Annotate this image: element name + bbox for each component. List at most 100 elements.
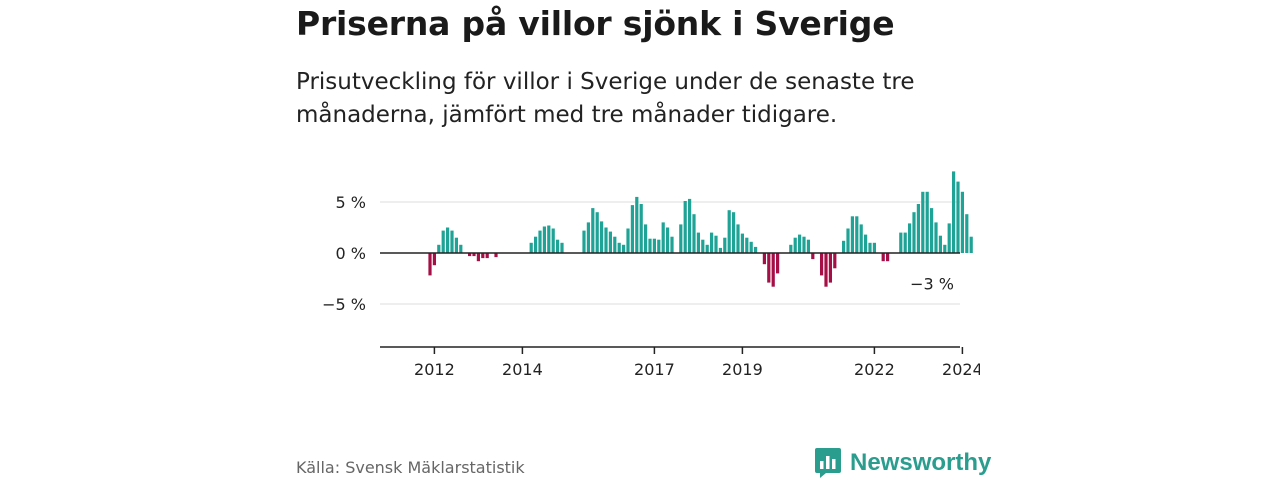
- bar: [639, 204, 643, 253]
- bar: [679, 224, 683, 253]
- bar: [459, 244, 463, 253]
- bar: [943, 244, 947, 253]
- bar: [657, 239, 661, 253]
- bar: [969, 236, 973, 253]
- brand-name: Newsworthy: [850, 449, 992, 476]
- bar: [736, 224, 740, 253]
- bar: [930, 208, 934, 253]
- brand-logo: Newsworthy: [814, 447, 991, 479]
- bar: [916, 204, 920, 253]
- bar: [661, 222, 665, 253]
- bar: [586, 222, 590, 253]
- bar: [626, 228, 630, 253]
- bar: [688, 198, 692, 253]
- bar: [683, 201, 687, 253]
- bar: [542, 226, 546, 253]
- bar: [692, 214, 696, 253]
- chart-subtitle: Prisutveckling för villor i Sverige unde…: [296, 69, 915, 128]
- bar: [771, 253, 775, 287]
- bar: [723, 237, 727, 253]
- bar: [648, 238, 652, 253]
- bar: [934, 222, 938, 253]
- last-value-label: −3 %: [910, 275, 954, 294]
- bar: [776, 253, 780, 274]
- x-tick-label: 2014: [502, 360, 543, 379]
- bar: [767, 253, 771, 283]
- bar: [833, 253, 837, 269]
- bar: [481, 253, 485, 259]
- bar: [591, 208, 595, 253]
- bar: [960, 191, 964, 253]
- y-tick-label: −5 %: [322, 295, 366, 314]
- bar: [908, 223, 912, 253]
- bar: [701, 239, 705, 253]
- x-tick-label: 2019: [722, 360, 763, 379]
- bar: [529, 242, 533, 253]
- bar: [868, 242, 872, 253]
- y-tick-label: 0 %: [336, 244, 366, 263]
- bar: [644, 224, 648, 253]
- bar: [652, 238, 656, 253]
- bar: [608, 231, 612, 253]
- bar: [446, 227, 450, 253]
- bar: [820, 253, 824, 276]
- bar: [432, 253, 436, 266]
- y-tick-label: 5 %: [336, 193, 366, 212]
- bar: [560, 242, 564, 253]
- bar: [468, 253, 472, 257]
- bar: [912, 212, 916, 253]
- bar: [710, 232, 714, 253]
- bar: [965, 214, 969, 253]
- bar: [842, 240, 846, 253]
- bar: [824, 253, 828, 287]
- bar: [846, 228, 850, 253]
- bar: [494, 253, 498, 258]
- bar: [595, 212, 599, 253]
- bar: [952, 171, 956, 253]
- bar: [789, 244, 793, 253]
- bar-chart: 5 % 0 % −5 % 2012 2014 2017 2019 2022 2024 −3 %: [322, 171, 980, 379]
- bar: [921, 191, 925, 253]
- bar: [534, 236, 538, 253]
- bar: [727, 210, 731, 253]
- newsworthy-logo-icon: [815, 448, 841, 478]
- bar: [956, 181, 960, 253]
- bar: [476, 253, 480, 262]
- source-note: Källa: Svensk Mäklarstatistik: [296, 458, 525, 477]
- bar: [899, 232, 903, 253]
- bar: [437, 244, 441, 253]
- bar: [604, 227, 608, 253]
- bar: [428, 253, 432, 276]
- x-tick-label: 2024: [942, 360, 980, 379]
- bar: [859, 224, 863, 253]
- x-tick-label: 2017: [634, 360, 675, 379]
- bar: [485, 253, 489, 259]
- bar: [538, 230, 542, 253]
- bar: [886, 253, 890, 262]
- bar: [732, 212, 736, 253]
- bar: [872, 242, 876, 253]
- bar: [547, 225, 551, 253]
- bar: [666, 227, 670, 253]
- bar: [450, 230, 454, 253]
- bar: [938, 235, 942, 253]
- bar: [802, 236, 806, 253]
- bar: [850, 216, 854, 253]
- bar: [828, 253, 832, 283]
- bar: [754, 246, 758, 253]
- bar: [947, 223, 951, 253]
- bar: [635, 196, 639, 253]
- bar: [630, 205, 634, 253]
- bar: [551, 228, 555, 253]
- bar: [705, 244, 709, 253]
- bar: [617, 242, 621, 253]
- bar: [798, 234, 802, 253]
- bar: [622, 244, 626, 253]
- bar: [696, 232, 700, 253]
- bar: [582, 230, 586, 253]
- bar: [864, 234, 868, 253]
- bar: [454, 237, 458, 253]
- bar: [749, 241, 753, 253]
- bar: [745, 237, 749, 253]
- bar: [714, 235, 718, 253]
